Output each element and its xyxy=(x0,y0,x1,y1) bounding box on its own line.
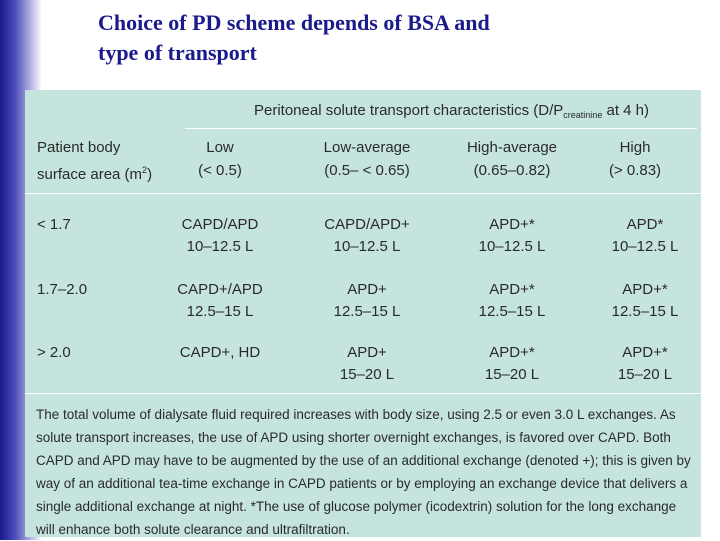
row-bsa-value: < 1.7 xyxy=(37,216,71,233)
table-cell: CAPD/APD 10–12.5 L xyxy=(155,214,285,258)
table-cell: APD+* 15–20 L xyxy=(447,342,577,386)
cell-volume: 12.5–15 L xyxy=(478,303,546,320)
column-header-high-average: High-average (0.65–0.82) xyxy=(447,136,577,182)
bsa-header-line-2-end: ) xyxy=(147,166,153,183)
transport-characteristics-title: Peritoneal solute transport characterist… xyxy=(254,102,649,120)
cell-scheme: CAPD/APD+ xyxy=(324,216,410,233)
cell-volume: 15–20 L xyxy=(484,366,540,383)
bsa-header-superscript: 2 xyxy=(142,165,148,175)
table-cell: APD+* 10–12.5 L xyxy=(447,214,577,258)
column-label: High xyxy=(619,139,651,156)
bsa-header-line-2: surface area (m xyxy=(37,166,143,183)
column-range: (0.5– < 0.65) xyxy=(324,162,410,179)
cell-volume: 15–20 L xyxy=(617,366,673,383)
cell-volume: 12.5–15 L xyxy=(333,303,401,320)
column-label: Low-average xyxy=(323,139,411,156)
column-header-high: High (> 0.83) xyxy=(590,136,680,182)
transport-title-end: at 4 h) xyxy=(602,102,650,119)
row-bsa-value: 1.7–2.0 xyxy=(37,281,88,298)
table-cell: APD+ 12.5–15 L xyxy=(302,279,432,323)
slide-title: Choice of PD scheme depends of BSA and t… xyxy=(98,8,658,68)
table-footnote: The total volume of dialysate fluid requ… xyxy=(36,407,691,537)
column-range: (0.65–0.82) xyxy=(473,162,551,179)
cell-scheme: APD+* xyxy=(489,281,535,298)
footnote-divider xyxy=(25,393,701,394)
slide-title-line-1: Choice of PD scheme depends of BSA and xyxy=(98,10,490,35)
transport-header-rule xyxy=(185,128,697,129)
cell-scheme: APD+ xyxy=(347,281,387,298)
cell-volume: 10–12.5 L xyxy=(611,238,679,255)
table-cell: APD* 10–12.5 L xyxy=(590,214,700,258)
cell-volume: 15–20 L xyxy=(339,366,395,383)
row-bsa-value: > 2.0 xyxy=(37,344,71,361)
cell-scheme: CAPD+, HD xyxy=(179,344,261,361)
table-cell: CAPD+, HD xyxy=(155,342,285,364)
cell-scheme: APD+* xyxy=(489,344,535,361)
cell-volume: 12.5–15 L xyxy=(611,303,679,320)
pd-scheme-table: Peritoneal solute transport characterist… xyxy=(25,90,701,537)
cell-volume: 10–12.5 L xyxy=(478,238,546,255)
column-header-low-average: Low-average (0.5– < 0.65) xyxy=(302,136,432,182)
transport-title-main: Peritoneal solute transport characterist… xyxy=(254,102,564,119)
column-label: High-average xyxy=(466,139,558,156)
table-cell: CAPD/APD+ 10–12.5 L xyxy=(302,214,432,258)
table-cell: APD+* 12.5–15 L xyxy=(447,279,577,323)
cell-volume: 10–12.5 L xyxy=(333,238,401,255)
column-range: (< 0.5) xyxy=(198,162,242,179)
table-header: Peritoneal solute transport characterist… xyxy=(25,90,701,194)
cell-volume: 12.5–15 L xyxy=(186,303,254,320)
cell-scheme: CAPD+/APD xyxy=(177,281,263,298)
cell-volume: 10–12.5 L xyxy=(186,238,254,255)
table-cell: CAPD+/APD 12.5–15 L xyxy=(155,279,285,323)
bsa-column-header: Patient body surface area (m2) xyxy=(37,136,152,186)
table-cell: APD+* 15–20 L xyxy=(590,342,700,386)
bsa-header-line-1: Patient body xyxy=(37,139,121,156)
slide-title-line-2: type of transport xyxy=(98,40,257,65)
transport-title-subscript: creatinine xyxy=(563,110,603,120)
cell-scheme: APD+* xyxy=(622,281,668,298)
cell-scheme: APD+* xyxy=(489,216,535,233)
table-cell: APD+ 15–20 L xyxy=(302,342,432,386)
cell-scheme: CAPD/APD xyxy=(181,216,259,233)
cell-scheme: APD+* xyxy=(622,344,668,361)
column-header-low: Low (< 0.5) xyxy=(180,136,260,182)
cell-scheme: APD+ xyxy=(347,344,387,361)
cell-scheme: APD* xyxy=(626,216,664,233)
column-label: Low xyxy=(206,139,234,156)
table-cell: APD+* 12.5–15 L xyxy=(590,279,700,323)
column-range: (> 0.83) xyxy=(608,162,662,179)
